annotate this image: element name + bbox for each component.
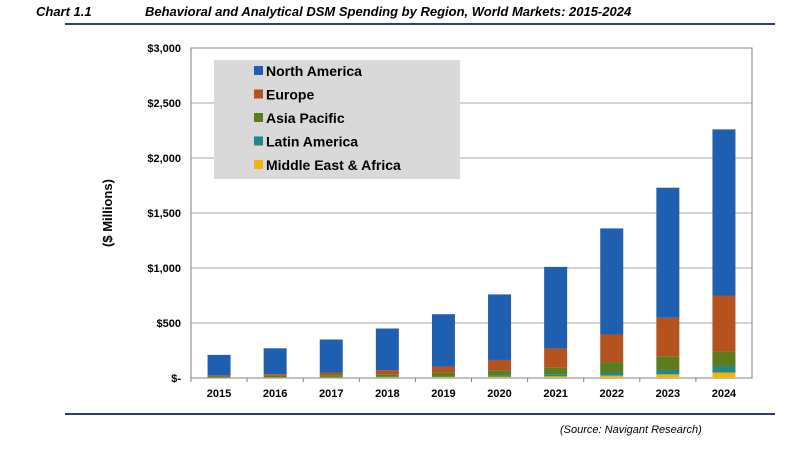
bar-segment xyxy=(375,376,399,378)
chart-header: Chart 1.1 Behavioral and Analytical DSM … xyxy=(0,2,812,24)
top-rule xyxy=(65,23,775,25)
bar-segment xyxy=(656,356,680,370)
bar-segment xyxy=(544,348,568,368)
bar-segment xyxy=(263,374,287,376)
x-tick-label: 2017 xyxy=(319,388,343,400)
y-tick-label: $- xyxy=(171,373,181,385)
y-axis-label: ($ Millions) xyxy=(100,179,115,247)
bar-segment xyxy=(431,372,455,377)
bar-segment xyxy=(207,375,231,377)
x-tick-label: 2022 xyxy=(600,388,624,400)
bar-segment xyxy=(712,351,736,367)
x-tick-label: 2020 xyxy=(487,388,511,400)
bar-segment xyxy=(488,375,512,377)
bar-segment xyxy=(712,129,736,296)
y-tick-label: $1,500 xyxy=(147,208,181,220)
x-tick-label: 2015 xyxy=(207,388,231,400)
x-tick-label: 2019 xyxy=(431,388,455,400)
bar-segment xyxy=(600,362,624,373)
bar-segment xyxy=(488,359,512,371)
legend-swatch xyxy=(254,160,263,169)
bar-segment xyxy=(600,375,624,378)
bottom-rule xyxy=(65,413,775,415)
bar-segment xyxy=(600,372,624,376)
bar-segment xyxy=(263,348,287,375)
legend-label: Middle East & Africa xyxy=(266,157,401,173)
bar-segment xyxy=(544,374,568,377)
bar-segment xyxy=(319,375,343,377)
legend-label: North America xyxy=(266,63,362,79)
legend-swatch xyxy=(254,89,263,99)
bar-segment xyxy=(712,372,736,378)
x-tick-label: 2024 xyxy=(712,388,737,400)
bar-segment xyxy=(431,366,455,373)
bar-segment xyxy=(600,334,624,363)
y-tick-label: $2,500 xyxy=(147,98,181,110)
chart-title: Behavioral and Analytical DSM Spending b… xyxy=(145,4,632,19)
y-tick-label: $1,000 xyxy=(147,263,181,275)
bar-segment xyxy=(712,295,736,352)
legend-swatch xyxy=(254,136,263,146)
bar-segment xyxy=(319,372,343,376)
bar-segment xyxy=(319,377,343,378)
bar-segment xyxy=(207,354,231,376)
source-note: (Source: Navigant Research) xyxy=(560,424,702,436)
stacked-bar-chart: $- $500 $1,000 $1,500 $2,000 $2,500 $3,000 ($ M… xyxy=(100,43,753,400)
legend-label: Latin America xyxy=(266,134,358,150)
bar-segment xyxy=(656,187,680,318)
bar-segment xyxy=(375,374,399,377)
bar-segment xyxy=(488,376,512,378)
x-tick-label: 2023 xyxy=(656,388,680,400)
x-tick-label: 2016 xyxy=(263,388,287,400)
bar-segment xyxy=(431,377,455,378)
bar-segment xyxy=(656,374,680,378)
bar-segment xyxy=(488,294,512,360)
bar-segment xyxy=(263,375,287,378)
bar-segment xyxy=(319,339,343,373)
bar-segment xyxy=(375,377,399,378)
bar-segment xyxy=(544,367,568,375)
legend-swatch xyxy=(254,113,263,122)
bar-segment xyxy=(319,376,343,378)
x-tick-label: 2021 xyxy=(543,388,567,400)
bar-segment xyxy=(431,376,455,378)
bar-segment xyxy=(544,266,568,349)
bar-segment xyxy=(207,376,231,378)
chart-number-label: Chart 1.1 xyxy=(36,4,92,19)
legend-swatch xyxy=(254,66,263,75)
bar-segment xyxy=(431,314,455,367)
legend: North America Europe Asia Pacific Latin Ame… xyxy=(214,60,460,179)
bar-segment xyxy=(375,370,399,375)
bar-segment xyxy=(712,366,736,373)
legend-label: Europe xyxy=(266,87,314,103)
y-tick-label: $2,000 xyxy=(147,153,181,165)
y-tick-label: $3,000 xyxy=(147,43,181,55)
bar-segment xyxy=(488,370,512,376)
bar-segment xyxy=(656,317,680,357)
legend-label: Asia Pacific xyxy=(266,110,345,126)
bar-segment xyxy=(375,328,399,371)
y-tick-label: $500 xyxy=(157,318,181,330)
x-tick-label: 2018 xyxy=(375,388,399,400)
bar-segment xyxy=(600,228,624,335)
bar-segment xyxy=(544,376,568,378)
bar-segment xyxy=(656,369,680,375)
